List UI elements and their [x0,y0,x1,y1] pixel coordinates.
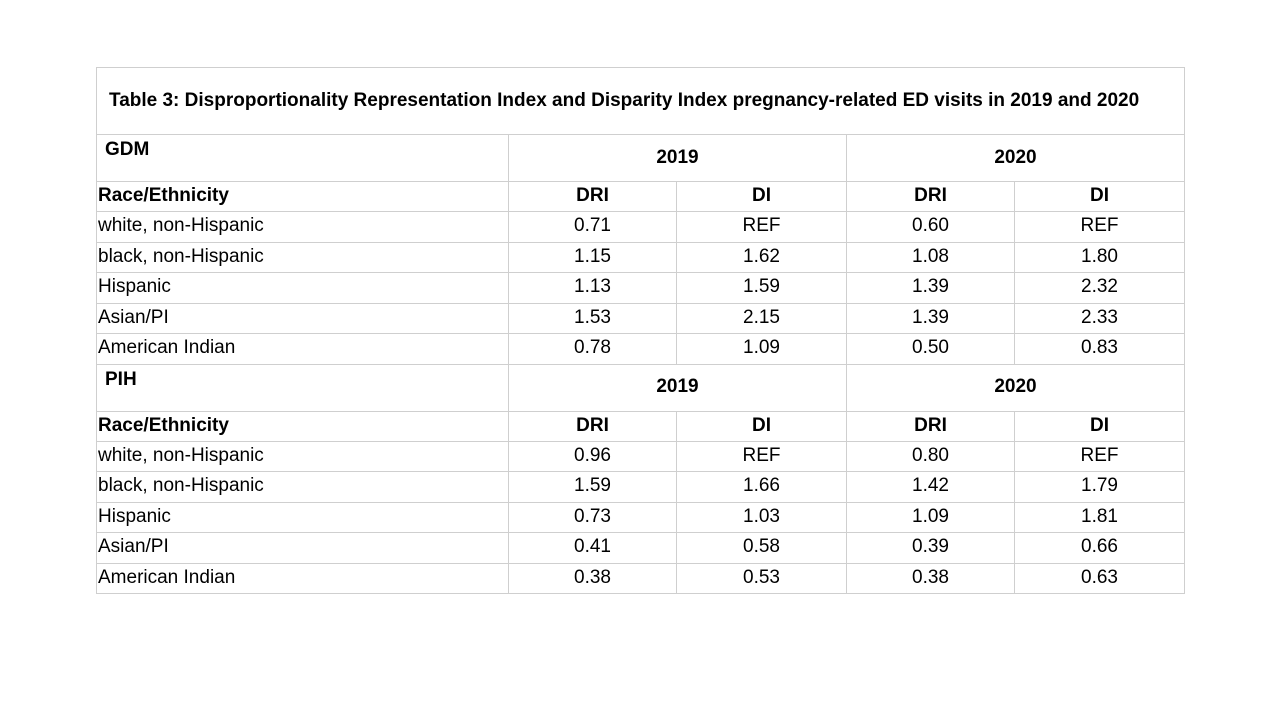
metric-header: DRI [846,181,1015,212]
value-cell: 1.79 [1013,471,1186,503]
table-row: Asian/PI 0.41 0.58 0.39 0.66 [96,532,1186,564]
race-ethnicity-header: Race/Ethnicity [96,181,509,212]
value-cell: 1.81 [1013,501,1186,533]
value-cell: 1.09 [676,333,847,365]
value-cell: REF [1013,440,1186,472]
race-cell: white, non-Hispanic [96,440,509,472]
race-cell: black, non-Hispanic [96,241,509,273]
race-cell: Hispanic [96,272,509,304]
section-label: PIH [96,363,509,412]
value-cell: 1.59 [676,272,847,304]
value-cell: 0.38 [846,562,1015,594]
value-cell: 0.39 [846,532,1015,564]
value-cell: 0.41 [508,532,677,564]
value-cell: 2.32 [1013,272,1186,304]
race-cell: black, non-Hispanic [96,471,509,503]
metric-header: DI [676,410,847,442]
value-cell: 1.80 [1013,241,1186,273]
value-cell: 1.09 [846,501,1015,533]
value-cell: 1.66 [676,471,847,503]
table-body: Table 3: Disproportionality Representati… [95,67,1186,594]
table-title: Table 3: Disproportionality Representati… [109,89,1140,111]
metric-header: DRI [508,181,677,212]
value-cell: 0.73 [508,501,677,533]
value-cell: 2.33 [1013,302,1186,334]
metric-header: DI [676,181,847,212]
table-row: Hispanic 1.13 1.59 1.39 2.32 [96,272,1186,304]
race-ethnicity-header: Race/Ethnicity [96,410,509,442]
value-cell: 1.62 [676,241,847,273]
metric-header: DI [1013,410,1186,442]
value-cell: 0.83 [1013,333,1186,365]
value-cell: REF [676,440,847,472]
column-header-row: Race/Ethnicity DRI DI DRI DI [96,410,1186,442]
value-cell: 1.39 [846,302,1015,334]
table-row: Asian/PI 1.53 2.15 1.39 2.33 [96,302,1186,334]
year-header: 2020 [845,134,1186,182]
race-cell: Asian/PI [96,532,509,564]
table-row: American Indian 0.38 0.53 0.38 0.63 [96,562,1186,594]
section-label: GDM [96,134,509,182]
value-cell: REF [676,211,847,243]
year-header: 2019 [508,134,847,182]
value-cell: 0.63 [1013,562,1186,594]
value-cell: 0.80 [846,440,1015,472]
section-year-row: PIH 2019 2020 [96,363,1186,412]
race-cell: American Indian [96,562,509,594]
value-cell: 1.13 [508,272,677,304]
value-cell: 1.15 [508,241,677,273]
value-cell: 0.60 [846,211,1015,243]
table-row: white, non-Hispanic 0.71 REF 0.60 REF [96,211,1186,243]
value-cell: 0.38 [508,562,677,594]
value-cell: 1.03 [676,501,847,533]
value-cell: 1.08 [846,241,1015,273]
metric-header: DRI [846,410,1015,442]
table-row: black, non-Hispanic 1.59 1.66 1.42 1.79 [96,471,1186,503]
value-cell: 1.59 [508,471,677,503]
table-row: Hispanic 0.73 1.03 1.09 1.81 [96,501,1186,533]
table-row: American Indian 0.78 1.09 0.50 0.83 [96,333,1186,365]
race-cell: Asian/PI [96,302,509,334]
value-cell: 1.42 [846,471,1015,503]
race-cell: white, non-Hispanic [96,211,509,243]
value-cell: 0.50 [846,333,1015,365]
value-cell: 2.15 [676,302,847,334]
value-cell: 0.66 [1013,532,1186,564]
race-cell: Hispanic [96,501,509,533]
table-title-cell: Table 3: Disproportionality Representati… [95,67,1186,135]
value-cell: 0.58 [676,532,847,564]
race-cell: American Indian [96,333,509,365]
value-cell: 1.39 [846,272,1015,304]
value-cell: REF [1013,211,1186,243]
value-cell: 0.96 [508,440,677,472]
disparity-index-table: Table 3: Disproportionality Representati… [95,67,1186,594]
table-row: black, non-Hispanic 1.15 1.62 1.08 1.80 [96,241,1186,273]
table-row: white, non-Hispanic 0.96 REF 0.80 REF [96,440,1186,472]
section-year-row: GDM 2019 2020 [96,134,1186,182]
value-cell: 0.53 [676,562,847,594]
column-header-row: Race/Ethnicity DRI DI DRI DI [96,181,1186,212]
value-cell: 1.53 [508,302,677,334]
year-header: 2019 [508,363,847,412]
title-row: Table 3: Disproportionality Representati… [95,67,1186,135]
metric-header: DI [1013,181,1186,212]
year-header: 2020 [845,363,1186,412]
value-cell: 0.71 [508,211,677,243]
metric-header: DRI [508,410,677,442]
value-cell: 0.78 [508,333,677,365]
